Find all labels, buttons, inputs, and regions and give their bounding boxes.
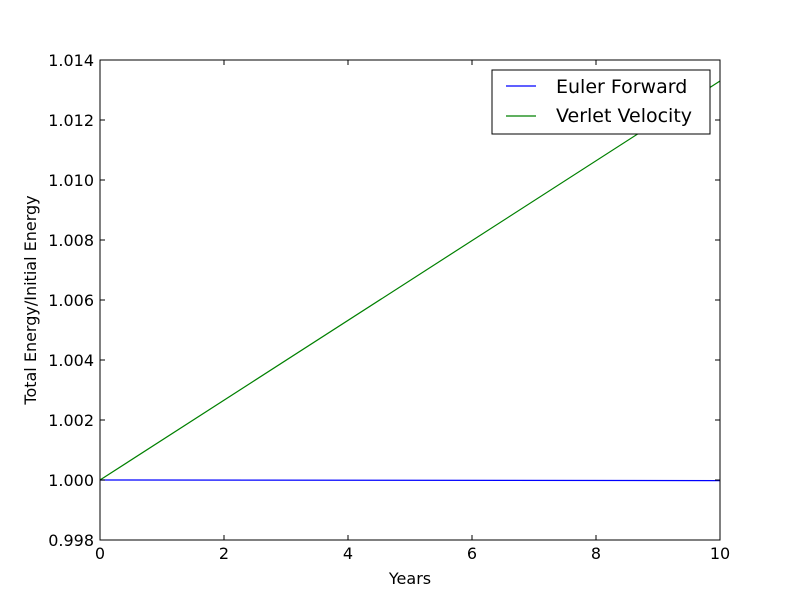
legend-box (491, 69, 711, 135)
x-tick-label: 2 (219, 544, 229, 563)
x-tick-label: 10 (710, 544, 730, 563)
x-tick-label: 8 (591, 544, 601, 563)
y-tick-label: 1.012 (48, 111, 94, 130)
y-axis-label: Total Energy/Initial Energy (21, 195, 40, 405)
x-tick-label: 6 (467, 544, 477, 563)
x-tick-label: 0 (95, 544, 105, 563)
y-tick-label: 1.006 (48, 291, 94, 310)
y-tick-label: 1.004 (48, 351, 94, 370)
y-tick-label: 1.000 (48, 471, 94, 490)
series-line-verlet-velocity (99, 80, 721, 481)
series-line-euler-forward (99, 479, 721, 482)
legend-label-euler-forward: Euler Forward (556, 76, 687, 98)
series-layer (99, 80, 721, 482)
y-tick-label: 1.002 (48, 411, 94, 430)
y-tick-label: 1.014 (48, 51, 94, 70)
y-tick-label: 1.010 (48, 171, 94, 190)
y-tick-label: 0.998 (48, 531, 94, 550)
ticks-layer: 0 2 4 6 8 10 0.998 1.000 1.002 1.004 1.006 1.008 1.0… (48, 51, 730, 563)
x-tick-label: 4 (343, 544, 353, 563)
y-tick-label: 1.008 (48, 231, 94, 250)
legend: Euler Forward Verlet Velocity (491, 69, 711, 135)
plot-area (100, 60, 720, 540)
x-axis-label: Years (388, 569, 431, 588)
legend-label-verlet-velocity: Verlet Velocity (556, 105, 692, 127)
